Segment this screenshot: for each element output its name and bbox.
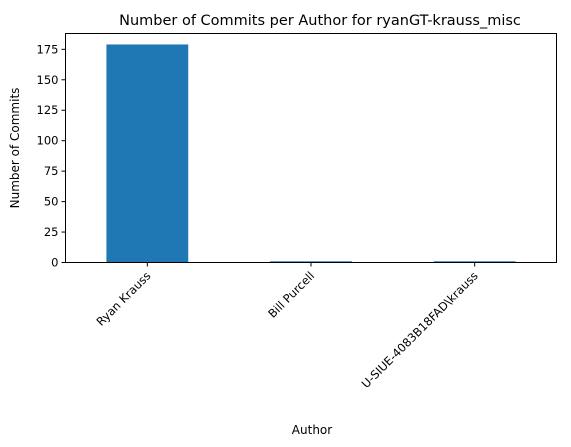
y-tick-label: 150 (37, 73, 59, 87)
y-tick-label: 50 (44, 195, 59, 209)
bar (106, 44, 189, 263)
x-axis-ticks: Ryan Krauss Bill Purcell U-SIUE-4083B18FAD… (94, 262, 481, 391)
y-tick-label: 100 (37, 134, 59, 148)
x-tick-label: Bill Purcell (265, 269, 317, 321)
bar (433, 261, 516, 263)
y-tick-label: 125 (37, 103, 59, 117)
x-tick-label: U-SIUE-4083B18FAD\krauss (359, 269, 481, 391)
y-tick-label: 0 (51, 256, 58, 270)
plot-frame (65, 33, 557, 263)
y-tick-label: 75 (44, 164, 59, 178)
chart-title: Number of Commits per Author for ryanGT-… (119, 13, 521, 29)
y-axis-label: Number of Commits (8, 88, 22, 209)
bars-group (106, 44, 516, 263)
x-axis-label: Author (292, 423, 332, 437)
bar (270, 261, 352, 263)
y-tick-label: 25 (44, 225, 59, 239)
x-tick-label: Ryan Krauss (94, 269, 154, 329)
y-tick-label: 175 (37, 42, 59, 56)
y-axis-ticks: 0 25 50 75 100 125 150 175 (37, 42, 66, 270)
